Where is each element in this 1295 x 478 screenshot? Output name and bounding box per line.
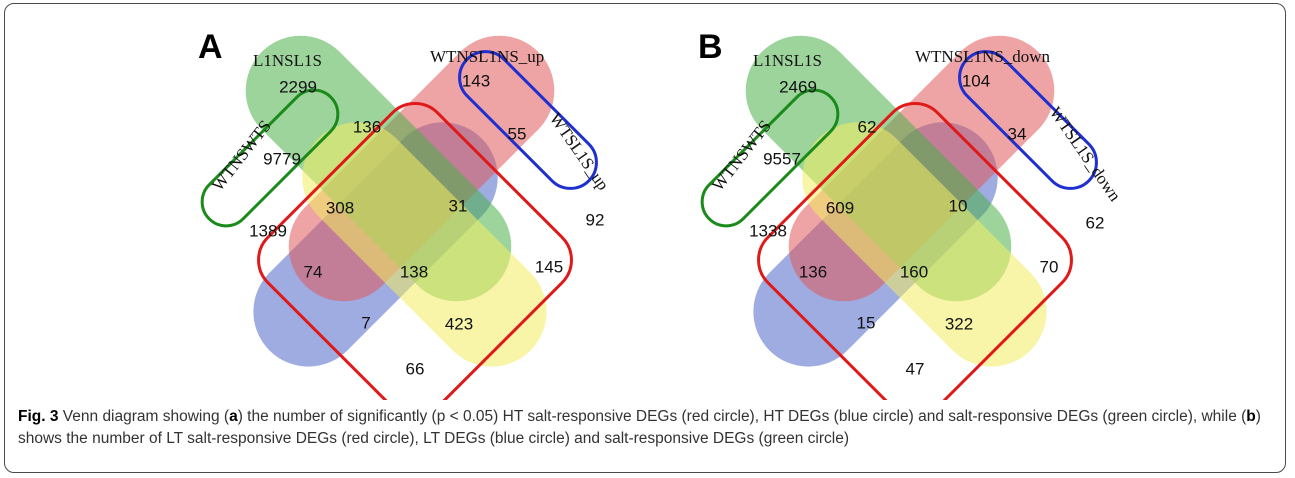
count-red-only: 2299 <box>279 77 317 96</box>
count-blue-red-green: 609 <box>826 198 854 217</box>
count-blue-only: 1389 <box>249 221 287 240</box>
count-all-four: 160 <box>900 262 928 281</box>
outline-green <box>700 88 840 228</box>
outline-blue <box>958 50 1098 190</box>
count-green-yellow: 34 <box>1008 124 1027 143</box>
count-blue-green: 74 <box>304 262 323 281</box>
count-green-only: 104 <box>962 71 990 90</box>
outline-red <box>257 102 573 400</box>
panel-letter: B <box>698 28 723 66</box>
count-blue-yellow: 66 <box>406 359 425 378</box>
caption-fig-label: Fig. 3 <box>18 408 59 425</box>
outline-blue <box>458 50 598 190</box>
count-red-yellow: 70 <box>1040 257 1059 276</box>
venn-sets <box>745 35 1055 367</box>
caption-text-3: ) shows the number of LT salt-responsive… <box>18 408 1261 447</box>
figure-frame <box>4 3 1286 473</box>
panel-letter: A <box>198 28 223 66</box>
count-blue-red: 9557 <box>763 149 801 168</box>
highlight-outlines <box>200 50 598 400</box>
set-label-right: WTSL1S_up <box>546 109 613 193</box>
set-label-upper-right: WTNSL1NS_down <box>915 47 1051 66</box>
caption-panel-a: a <box>229 408 238 425</box>
highlight-outlines <box>700 50 1098 400</box>
set-label-upper-left: L1NSL1S <box>253 51 322 70</box>
count-blue-red-yellow: 322 <box>945 314 973 333</box>
count-green-yellow: 55 <box>508 124 527 143</box>
count-red-green: 62 <box>858 117 877 136</box>
set-yellow <box>302 122 547 367</box>
count-yellow-only: 62 <box>1086 213 1105 232</box>
count-blue-green-yellow: 7 <box>361 313 370 332</box>
count-all-four: 138 <box>400 262 428 281</box>
caption-panel-b: b <box>1246 408 1256 425</box>
count-blue-green: 136 <box>799 262 827 281</box>
outline-green <box>200 88 340 228</box>
venn-panel-a: A L1NSL1S WTNSL1NS_up WTNSWTS WTSL1S_up … <box>198 28 613 400</box>
count-red-yellow: 145 <box>535 257 563 276</box>
figure-caption: Fig. 3 Venn diagram showing (a) the numb… <box>18 406 1280 450</box>
count-red-only: 2469 <box>779 77 817 96</box>
set-label-upper-right: WTNSL1NS_up <box>430 47 544 66</box>
count-blue-only: 1338 <box>749 221 787 240</box>
count-red-green-yellow: 10 <box>949 196 968 215</box>
region-counts: 1389 2299 143 92 9779 136 55 308 31 74 1… <box>249 71 604 378</box>
set-yellow <box>802 122 1047 367</box>
count-blue-green-yellow: 15 <box>857 313 876 332</box>
caption-text-1: Venn diagram showing ( <box>58 408 230 425</box>
count-blue-red-green: 308 <box>326 198 354 217</box>
count-red-green: 136 <box>353 117 381 136</box>
set-label-upper-left: L1NSL1S <box>753 51 822 70</box>
count-red-green-yellow: 31 <box>449 196 468 215</box>
count-blue-yellow: 47 <box>906 359 925 378</box>
set-label-right: WTSL1S_down <box>1046 103 1125 205</box>
venn-sets <box>245 35 555 367</box>
count-green-only: 143 <box>462 71 490 90</box>
outline-red <box>757 102 1073 400</box>
venn-figure: A L1NSL1S WTNSL1NS_up WTNSWTS WTSL1S_up … <box>198 28 1125 400</box>
venn-panel-b: B L1NSL1S WTNSL1NS_down WTNSWTS WTSL1S_d… <box>698 28 1125 400</box>
region-counts: 1338 2469 104 62 9557 62 34 609 10 136 7… <box>749 71 1104 378</box>
count-yellow-only: 92 <box>586 210 605 229</box>
count-blue-red: 9779 <box>263 149 301 168</box>
count-blue-red-yellow: 423 <box>445 314 473 333</box>
caption-text-2: ) the number of significantly (p < 0.05)… <box>237 408 1247 425</box>
